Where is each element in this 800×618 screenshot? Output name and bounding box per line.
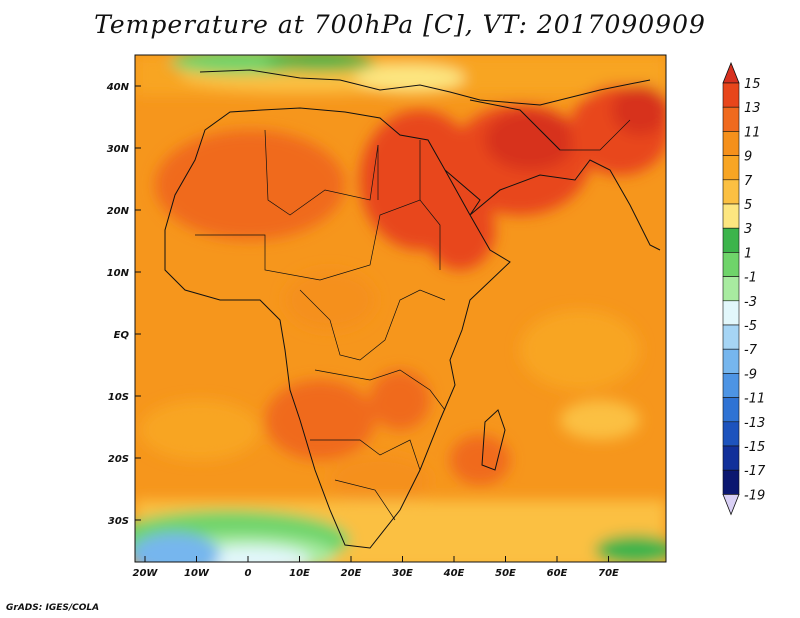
colorbar-segment — [722, 203, 740, 229]
colorbar-label: -7 — [744, 343, 758, 358]
lat-tick-label: 20S — [108, 454, 129, 465]
colorbar-label: -19 — [744, 488, 765, 503]
colorbar-segment — [722, 106, 740, 132]
colorbar-label: -15 — [744, 440, 765, 455]
lon-tick-label: 60E — [547, 568, 568, 579]
colorbar-label: 15 — [744, 77, 761, 92]
colorbar-label: -5 — [744, 319, 757, 334]
colorbar-segment — [722, 445, 740, 471]
lat-tick-label: 20N — [107, 206, 130, 217]
colorbar-segment — [722, 131, 740, 156]
colorbar-segment — [722, 252, 740, 277]
lat-tick-label: 40N — [106, 82, 130, 93]
map-title: Temperature at 700hPa [C], VT: 201709090… — [94, 10, 706, 39]
lat-tick-label: 30S — [108, 516, 129, 527]
lon-tick-label: 20E — [341, 568, 362, 579]
lon-tick-label: 10E — [289, 568, 310, 579]
colorbar-label: -13 — [744, 416, 765, 431]
colorbar-segment — [722, 155, 740, 181]
country-borders — [195, 119, 631, 521]
colorbar-label: 13 — [744, 101, 761, 116]
lon-tick-label: 30E — [392, 568, 413, 579]
colorbar-label: 1 — [744, 246, 752, 261]
colorbar-segment — [722, 348, 740, 374]
colorbar-label: -9 — [744, 367, 757, 382]
colorbar-segment — [722, 421, 740, 447]
colorbar-label: 5 — [744, 198, 752, 213]
colorbar-segment — [722, 469, 740, 495]
lon-tick-label: 10W — [184, 568, 210, 579]
latitude-ticks: 40N 30N 20N 10N EQ 10S 20S 30S — [106, 82, 141, 527]
lat-tick-label: 10N — [107, 268, 130, 279]
temperature-field — [135, 55, 666, 562]
colorbar-label: -11 — [744, 392, 765, 407]
lat-tick-label: 10S — [108, 392, 129, 403]
colorbar-label: -1 — [744, 271, 757, 286]
longitude-ticks: 20W 10W 0 10E 20E 30E 40E 50E 60E 70E — [133, 556, 619, 579]
colorbar-label: 3 — [744, 222, 752, 237]
grads-credit: GrADS: IGES/COLA — [6, 603, 100, 613]
colorbar-top-arrow — [722, 61, 740, 84]
lat-tick-label: 30N — [107, 144, 130, 155]
lon-tick-label: 20W — [133, 568, 159, 579]
colorbar-label: -17 — [744, 464, 766, 479]
lat-tick-label: EQ — [114, 330, 130, 341]
lon-tick-label: 40E — [443, 568, 465, 579]
colorbar-label: -3 — [744, 295, 757, 310]
colorbar-segment — [722, 82, 740, 108]
colorbar-segment — [722, 324, 740, 350]
lon-tick-label: 0 — [245, 568, 252, 579]
colorbar-bottom-arrow — [722, 493, 740, 516]
colorbar-segment — [722, 300, 740, 326]
colorbar-segment — [722, 227, 740, 253]
colorbar-label: 11 — [744, 125, 761, 140]
colorbar-label: 9 — [744, 150, 752, 165]
colorbar-segment — [722, 276, 740, 302]
lon-tick-label: 70E — [598, 568, 619, 579]
colorbar-segment — [722, 179, 740, 205]
colorbar-segment — [722, 397, 740, 423]
colorbar-label: 7 — [744, 174, 753, 189]
lon-tick-label: 50E — [495, 568, 516, 579]
colorbar-segment — [722, 373, 740, 398]
